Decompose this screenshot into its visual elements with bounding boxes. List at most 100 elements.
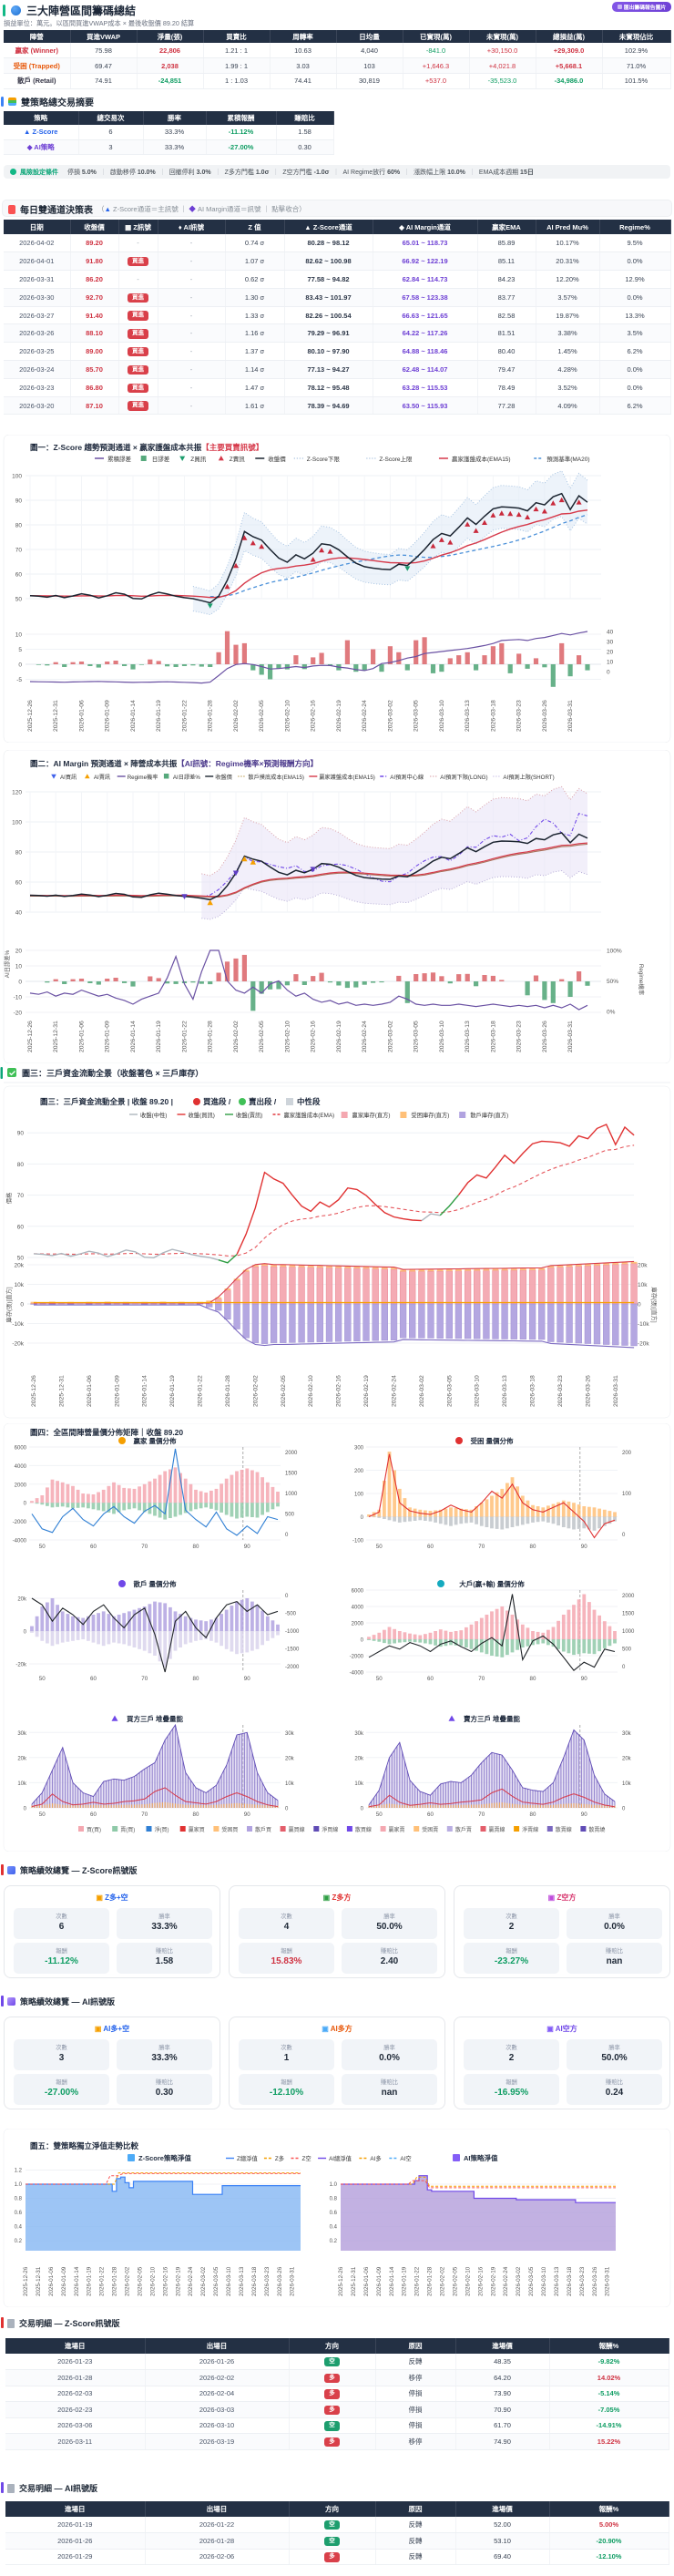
svg-text:散戶摸底成本(EMA15): 散戶摸底成本(EMA15) — [248, 774, 304, 781]
svg-text:2026-01-06: 2026-01-06 — [363, 2266, 370, 2296]
svg-text:價格: 價格 — [5, 1192, 13, 1204]
svg-text:6000: 6000 — [15, 1446, 27, 1452]
svg-text:2026-02-24: 2026-02-24 — [391, 1375, 397, 1407]
svg-text:70: 70 — [478, 1811, 485, 1818]
svg-text:2026-01-22: 2026-01-22 — [99, 2266, 106, 2296]
svg-text:2026-02-19: 2026-02-19 — [336, 1021, 342, 1052]
svg-text:2026-02-16: 2026-02-16 — [477, 2266, 484, 2296]
svg-text:-1500: -1500 — [285, 1647, 300, 1653]
svg-text:-2000: -2000 — [285, 1665, 300, 1670]
svg-text:10: 10 — [15, 632, 23, 639]
svg-text:10k: 10k — [354, 1781, 364, 1787]
svg-text:2026-01-19: 2026-01-19 — [156, 1021, 162, 1052]
svg-text:2026-03-13: 2026-03-13 — [465, 700, 471, 732]
svg-text:90: 90 — [15, 498, 23, 505]
svg-text:2026-01-09: 2026-01-09 — [61, 2266, 67, 2296]
svg-text:50: 50 — [39, 1544, 46, 1550]
svg-text:收盤價: 收盤價 — [268, 455, 286, 463]
svg-text:0: 0 — [361, 1515, 364, 1521]
svg-text:2026-03-18: 2026-03-18 — [490, 700, 496, 732]
svg-text:0.4: 0.4 — [15, 2225, 23, 2231]
svg-text:2026-02-10: 2026-02-10 — [149, 2266, 156, 2296]
svg-text:2026-02-16: 2026-02-16 — [162, 2266, 168, 2296]
svg-text:2026-03-23: 2026-03-23 — [557, 1375, 564, 1407]
svg-text:2000: 2000 — [285, 1451, 298, 1456]
svg-text:10k: 10k — [17, 1781, 27, 1787]
svg-text:收盤(中性): 收盤(中性) — [140, 1111, 167, 1119]
svg-text:2026-03-05: 2026-03-05 — [414, 700, 420, 732]
svg-text:-100: -100 — [352, 1539, 364, 1545]
svg-text:累積謬差: 累積謬差 — [107, 455, 132, 463]
svg-text:-500: -500 — [285, 1612, 297, 1617]
svg-text:2026-03-31: 2026-03-31 — [290, 2266, 296, 2296]
svg-text:-5: -5 — [16, 677, 22, 683]
svg-text:2026-03-26: 2026-03-26 — [542, 1021, 548, 1052]
svg-text:2025-12-26: 2025-12-26 — [338, 2266, 344, 2296]
svg-text:2026-02-16: 2026-02-16 — [336, 1375, 342, 1407]
svg-text:-20k: -20k — [12, 1341, 24, 1348]
svg-text:-2000: -2000 — [13, 1520, 27, 1525]
svg-text:60: 60 — [15, 572, 23, 579]
svg-text:1000: 1000 — [285, 1492, 298, 1497]
svg-text:2026-03-02: 2026-03-02 — [387, 700, 393, 732]
svg-text:2026-01-09: 2026-01-09 — [105, 700, 111, 732]
svg-text:AI日謬差%: AI日謬差% — [173, 774, 200, 781]
svg-text:AI賣訊: AI賣訊 — [94, 774, 110, 781]
svg-text:2026-03-10: 2026-03-10 — [475, 1375, 481, 1407]
svg-text:1500: 1500 — [285, 1472, 298, 1477]
svg-text:100: 100 — [354, 1493, 364, 1498]
svg-text:90: 90 — [244, 1544, 250, 1550]
svg-text:賣方三戶 堆疊量能: 賣方三戶 堆疊量能 — [463, 1714, 521, 1723]
svg-text:散戶 量價分佈: 散戶 量價分佈 — [133, 1579, 177, 1588]
svg-text:0.8: 0.8 — [330, 2197, 338, 2202]
svg-text:2026-03-13: 2026-03-13 — [554, 2266, 560, 2296]
svg-text:-20: -20 — [14, 1011, 23, 1017]
svg-text:2026-01-06: 2026-01-06 — [87, 1375, 93, 1407]
svg-text:大戶(贏+輸) 量價分佈: 大戶(贏+輸) 量價分佈 — [459, 1579, 525, 1588]
svg-text:-4000: -4000 — [350, 1671, 364, 1677]
svg-text:2026-02-10: 2026-02-10 — [284, 1021, 291, 1052]
svg-text:1000: 1000 — [622, 1629, 635, 1635]
svg-text:2000: 2000 — [352, 1622, 364, 1627]
svg-text:60: 60 — [90, 1811, 97, 1818]
svg-text:2026-02-24: 2026-02-24 — [188, 2266, 194, 2296]
svg-text:50: 50 — [15, 597, 23, 603]
svg-text:AI預測下限(LONG): AI預測下限(LONG) — [440, 774, 487, 781]
svg-text:Regime機率: Regime機率 — [128, 774, 158, 781]
svg-text:-20k: -20k — [638, 1341, 649, 1348]
svg-text:2026-02-05: 2026-02-05 — [259, 1021, 265, 1052]
svg-text:-10k: -10k — [12, 1321, 24, 1328]
svg-text:2025-12-31: 2025-12-31 — [53, 700, 59, 732]
svg-text:2026-01-09: 2026-01-09 — [105, 1021, 111, 1052]
svg-text:0: 0 — [607, 670, 610, 676]
svg-text:70: 70 — [141, 1544, 148, 1550]
svg-text:AI預測中心線: AI預測中心線 — [390, 774, 424, 781]
svg-text:圖二：AI Margin 預測通道 × 陣營成本共振【AI訊: 圖二：AI Margin 預測通道 × 陣營成本共振【AI訊號：Regime機率… — [30, 759, 318, 768]
svg-text:2026-01-28: 2026-01-28 — [225, 1375, 231, 1407]
svg-text:90: 90 — [581, 1676, 587, 1682]
svg-text:50: 50 — [39, 1676, 46, 1682]
svg-text:80: 80 — [193, 1811, 199, 1818]
svg-text:淨買線: 淨買線 — [322, 1826, 338, 1833]
svg-text:70: 70 — [478, 1676, 485, 1682]
svg-text:10k: 10k — [622, 1781, 632, 1787]
svg-text:買(買): 買(買) — [87, 1827, 101, 1833]
svg-text:2026-03-31: 2026-03-31 — [567, 1021, 574, 1052]
svg-text:2026-02-02: 2026-02-02 — [233, 700, 240, 732]
svg-text:2026-02-24: 2026-02-24 — [362, 1021, 368, 1052]
svg-text:2026-03-05: 2026-03-05 — [446, 1375, 453, 1407]
svg-text:2026-02-10: 2026-02-10 — [284, 700, 291, 732]
svg-text:收盤(買訊): 收盤(買訊) — [189, 1111, 215, 1119]
svg-text:0: 0 — [24, 1630, 27, 1636]
svg-text:80: 80 — [530, 1544, 536, 1550]
svg-text:2026-03-26: 2026-03-26 — [277, 2266, 283, 2296]
svg-text:2026-03-05: 2026-03-05 — [213, 2266, 220, 2296]
svg-text:受困賣: 受困賣 — [422, 1826, 438, 1833]
svg-text:20k: 20k — [285, 1756, 295, 1761]
svg-text:500: 500 — [622, 1647, 632, 1653]
svg-text:1500: 1500 — [622, 1612, 635, 1617]
svg-text:Regime機率: Regime機率 — [638, 964, 646, 995]
svg-text:2026-03-31: 2026-03-31 — [567, 700, 574, 732]
svg-text:2000: 2000 — [622, 1594, 635, 1599]
svg-text:2026-03-02: 2026-03-02 — [516, 2266, 522, 2296]
